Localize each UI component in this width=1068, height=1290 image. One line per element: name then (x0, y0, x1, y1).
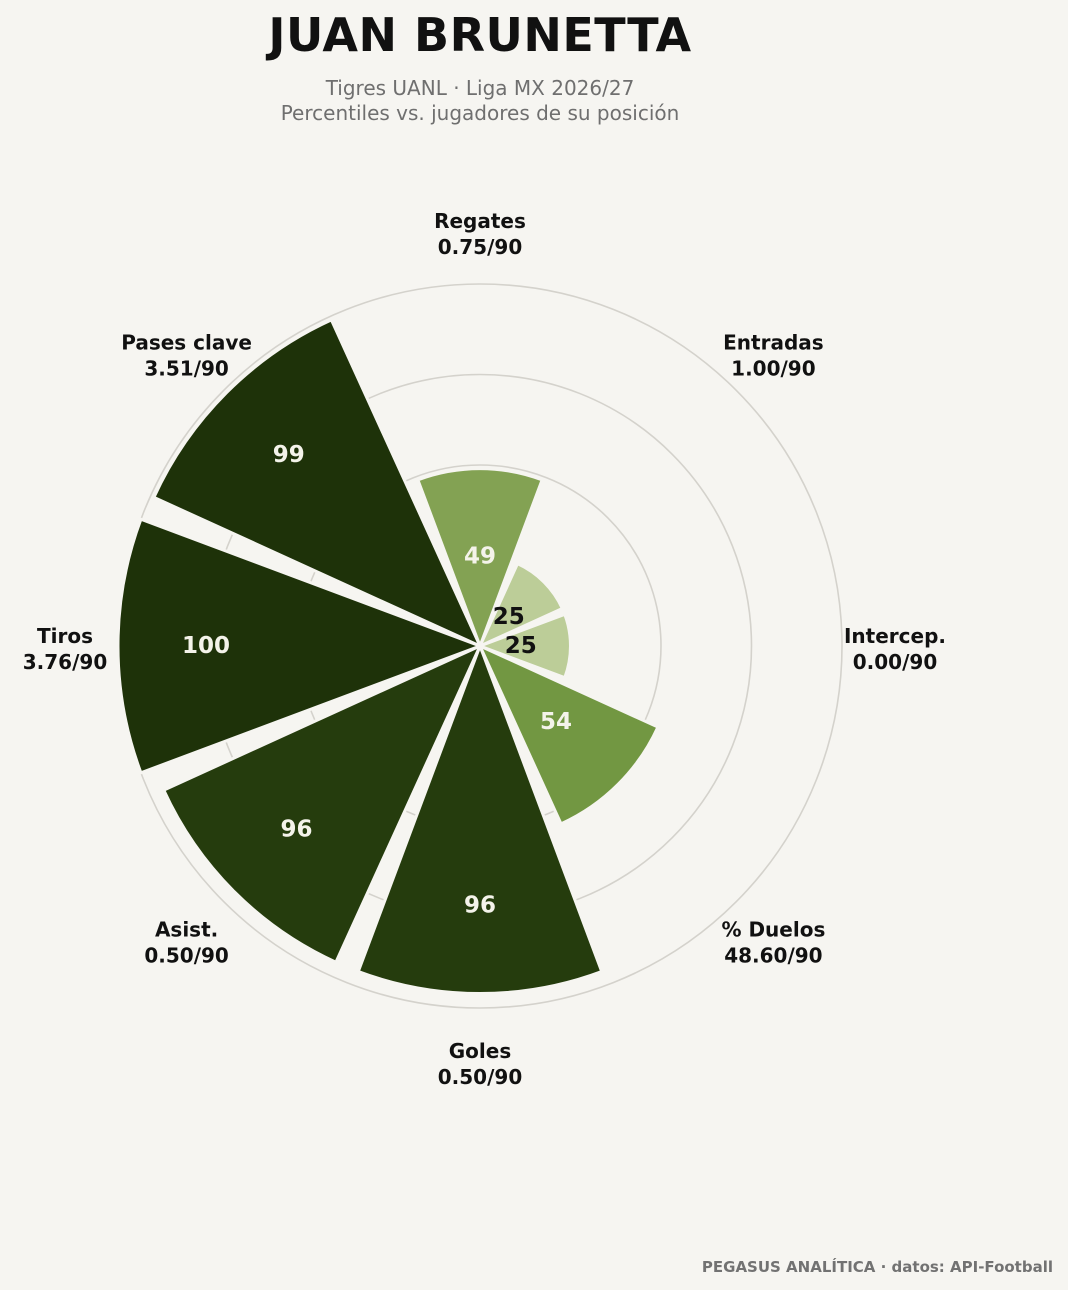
bar-entradas (478, 562, 564, 648)
chart-bars (116, 318, 660, 995)
bar-pases-clave (152, 318, 482, 648)
bar-regates (416, 467, 544, 648)
subtitle: Tigres UANL · Liga MX 2026/27 Percentile… (0, 76, 960, 126)
subtitle-team-league: Tigres UANL · Liga MX 2026/27 (325, 76, 635, 100)
axis-label: Tiros 3.76/90 (23, 624, 107, 674)
axis-label-per90: 0.00/90 (853, 650, 937, 674)
bar-goles (356, 644, 604, 995)
footer-credit: PEGASUS ANALÍTICA · datos: API-Football (701, 1258, 1053, 1276)
axis-label-name: Goles (449, 1039, 511, 1063)
axis-label-per90: 0.50/90 (438, 1065, 522, 1089)
axis-label: Goles 0.50/90 (438, 1039, 522, 1089)
page-title: JUAN BRUNETTA (268, 8, 692, 62)
axis-label: Pases clave 3.51/90 (121, 331, 252, 381)
bar-intercep (478, 612, 572, 680)
axis-label: Intercep. 0.00/90 (844, 624, 946, 674)
axis-label-name: Entradas (723, 331, 824, 355)
axis-label-name: Regates (434, 209, 526, 233)
value-label: 25 (505, 633, 537, 659)
value-label: 54 (540, 709, 572, 735)
bar-asist (162, 644, 482, 964)
axis-label: Entradas 1.00/90 (723, 331, 824, 381)
subtitle-description: Percentiles vs. jugadores de su posición (280, 101, 680, 125)
axis-label-per90: 3.51/90 (144, 357, 228, 381)
value-label: 96 (280, 817, 312, 843)
bar-duelos (478, 644, 660, 826)
axis-label-per90: 3.76/90 (23, 650, 107, 674)
axis-label: % Duelos 48.60/90 (721, 917, 825, 967)
axis-label-name: Asist. (155, 917, 218, 941)
value-label: 99 (273, 442, 305, 468)
value-label: 25 (493, 604, 525, 630)
axis-label-per90: 48.60/90 (724, 943, 822, 967)
axis-label-per90: 0.75/90 (438, 235, 522, 259)
axis-label: Regates 0.75/90 (434, 209, 526, 259)
bar-tiros (116, 517, 482, 775)
axis-label-name: Pases clave (121, 331, 252, 355)
value-label: 100 (182, 633, 230, 659)
axis-label: Asist. 0.50/90 (144, 917, 228, 967)
axis-label-per90: 0.50/90 (144, 943, 228, 967)
value-label: 96 (464, 893, 496, 919)
axis-label-name: % Duelos (721, 917, 825, 941)
value-labels: 49 25 25 54 96 96 100 99 (182, 442, 572, 919)
value-label: 49 (464, 544, 496, 570)
axis-label-name: Tiros (37, 624, 93, 648)
axis-label-per90: 1.00/90 (731, 357, 815, 381)
axis-label-name: Intercep. (844, 624, 946, 648)
